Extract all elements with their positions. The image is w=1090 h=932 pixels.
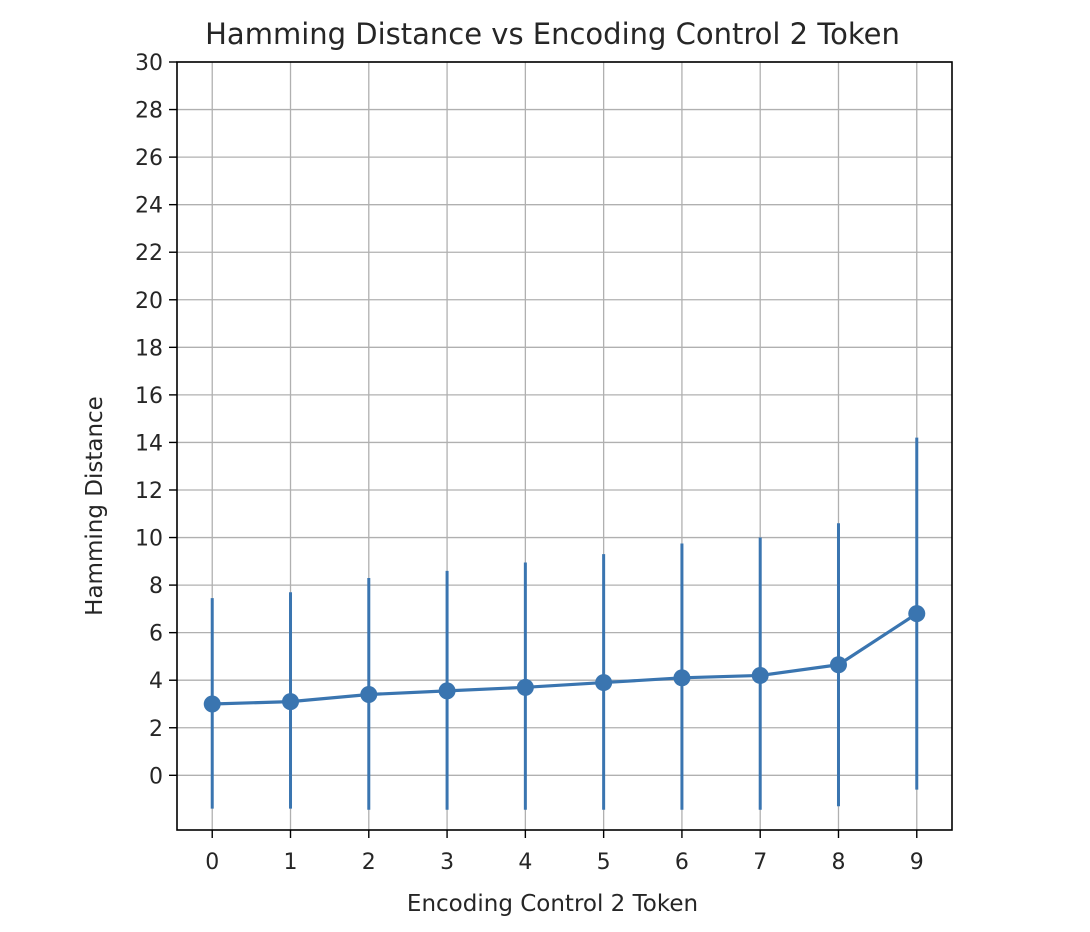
data-point [829, 656, 847, 674]
x-tick-label: 2 [362, 850, 376, 875]
data-point [203, 695, 221, 713]
x-tick-label: 6 [675, 850, 689, 875]
y-tick-label: 4 [149, 669, 163, 694]
y-tick-label: 24 [135, 194, 163, 219]
plot-frame [176, 61, 953, 831]
data-point [516, 678, 534, 696]
y-tick-label: 20 [135, 289, 163, 314]
data-point [751, 666, 769, 684]
data-points [203, 605, 926, 713]
x-axis-ticks: 0 1 2 3 4 5 6 7 8 9 [205, 830, 924, 875]
x-tick-label: 3 [440, 850, 454, 875]
y-tick-label: 18 [135, 336, 163, 361]
data-point [282, 693, 300, 711]
y-tick-label: 14 [135, 431, 163, 456]
y-tick-label: 6 [149, 622, 163, 647]
y-tick-label: 28 [135, 99, 163, 124]
grid-layer [177, 61, 952, 830]
y-tick-label: 8 [149, 574, 163, 599]
x-tick-label: 4 [518, 850, 532, 875]
chart-title: Hamming Distance vs Encoding Control 2 T… [205, 17, 900, 51]
y-tick-label: 16 [135, 384, 163, 409]
y-tick-label: 2 [149, 717, 163, 742]
data-point [673, 669, 691, 687]
series-line-layer [212, 612, 918, 706]
y-tick-label: 12 [135, 479, 163, 504]
x-tick-label: 1 [284, 850, 298, 875]
y-axis-label: Hamming Distance [82, 396, 108, 616]
x-tick-label: 8 [831, 850, 845, 875]
data-point [360, 685, 378, 703]
series-line [212, 612, 918, 706]
x-axis-label: Encoding Control 2 Token [407, 891, 698, 917]
y-tick-label: 10 [135, 527, 163, 552]
x-tick-label: 5 [597, 850, 611, 875]
y-tick-label: 22 [135, 241, 163, 266]
data-point [438, 682, 456, 700]
y-tick-label: 30 [135, 51, 163, 76]
x-tick-label: 0 [205, 850, 219, 875]
data-point [908, 605, 926, 623]
data-point [595, 674, 613, 692]
x-tick-label: 9 [910, 850, 924, 875]
y-tick-label: 26 [135, 146, 163, 171]
x-tick-label: 7 [753, 850, 767, 875]
y-tick-label: 0 [149, 764, 163, 789]
